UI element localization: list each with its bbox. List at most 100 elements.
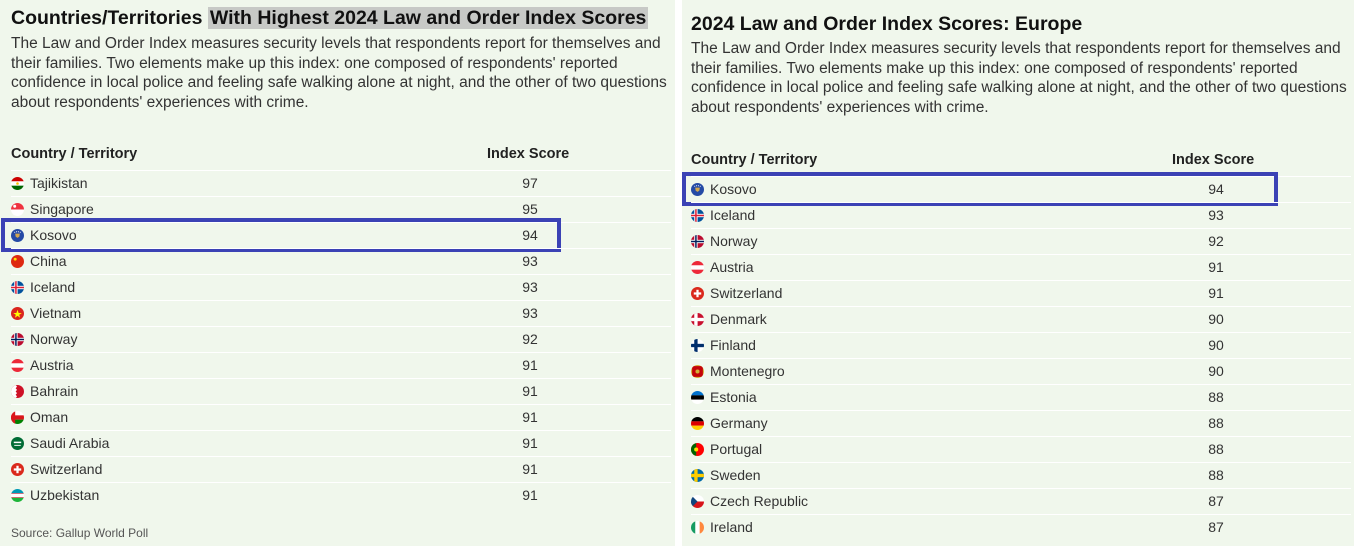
estonia-flag-icon [691,391,704,404]
austria-flag-icon [691,261,704,274]
left-description: The Law and Order Index measures securit… [11,35,667,111]
left-table-row: Saudi Arabia 91 [11,430,671,456]
country-name: Denmark [710,311,767,327]
country-name: Kosovo [30,227,77,243]
country-name: Tajikistan [30,175,88,191]
index-score: 91 [522,357,538,373]
right-table-row: Norway 92 [691,228,1351,254]
country-name: Oman [30,409,69,425]
index-score: 92 [522,331,538,347]
tajikistan-flag-icon [11,177,24,190]
country-name: Iceland [710,207,756,223]
right-table-row: Denmark 90 [691,306,1351,332]
index-score: 91 [522,409,538,425]
austria-flag-icon [11,359,24,372]
country-name: Germany [710,415,768,431]
left-table-row: Singapore 95 [11,196,671,222]
iceland-flag-icon [691,209,704,222]
country-name: Sweden [710,467,761,483]
index-score: 91 [522,461,538,477]
iceland-flag-icon [11,281,24,294]
index-score: 93 [522,279,538,295]
index-score: 91 [1208,259,1224,275]
left-table-row: Iceland 93 [11,274,671,300]
index-score: 93 [1208,207,1224,223]
right-table-row: Ireland 87 [691,514,1351,540]
kosovo-flag-icon [11,229,24,242]
index-score: 91 [522,487,538,503]
left-table-row: Bahrain 91 [11,378,671,404]
country-name: Norway [30,331,78,347]
right-table-row: Kosovo 94 [691,176,1351,202]
left-column-header-country: Country / Territory [11,146,138,162]
right-table-panel: 2024 Law and Order Index Scores: Europe … [682,0,1354,546]
right-table-row: Sweden 88 [691,462,1351,488]
finland-flag-icon [691,339,704,352]
country-name: Montenegro [710,363,785,379]
index-score: 90 [1208,311,1224,327]
china-flag-icon [11,255,24,268]
index-score: 94 [1208,181,1224,197]
right-column-header-score: Index Score [1172,152,1255,168]
country-name: Austria [30,357,74,373]
country-name: Estonia [710,389,757,405]
switzerland-flag-icon [691,287,704,300]
right-description: The Law and Order Index measures securit… [691,40,1347,116]
left-table-row: Switzerland 91 [11,456,671,482]
country-name: Switzerland [30,461,103,477]
country-name: Bahrain [30,383,79,399]
index-score: 88 [1208,415,1224,431]
right-table-row: Estonia 88 [691,384,1351,410]
germany-flag-icon [691,417,704,430]
left-highlight-box [1,218,561,252]
right-table-row: Portugal 88 [691,436,1351,462]
source-note: Source: Gallup World Poll [11,526,149,540]
index-score: 97 [522,175,538,191]
denmark-flag-icon [691,313,704,326]
right-table-row: Czech Republic 87 [691,488,1351,514]
index-score: 94 [522,227,538,243]
country-name: Iceland [30,279,76,295]
left-table-row: Oman 91 [11,404,671,430]
right-table-row: Iceland 93 [691,202,1351,228]
country-name: Finland [710,337,756,353]
left-table-row: Norway 92 [11,326,671,352]
right-table-row: Austria 91 [691,254,1351,280]
index-score: 93 [522,305,538,321]
right-highlight-box [682,172,1278,206]
oman-flag-icon [11,411,24,424]
saudi-arabia-flag-icon [11,437,24,450]
norway-flag-icon [691,235,704,248]
index-score: 87 [1208,493,1224,509]
portugal-flag-icon [691,443,704,456]
switzerland-flag-icon [11,463,24,476]
ireland-flag-icon [691,521,704,534]
right-column-header-country: Country / Territory [691,152,818,168]
index-score: 88 [1208,467,1224,483]
index-score: 88 [1208,441,1224,457]
index-score: 87 [1208,519,1224,535]
country-name: Czech Republic [710,493,809,509]
kosovo-flag-icon [691,183,704,196]
country-name: Ireland [710,519,753,535]
country-name: Norway [710,233,758,249]
index-score: 91 [1208,285,1224,301]
country-name: China [30,253,67,269]
country-name: Switzerland [710,285,783,301]
country-name: Portugal [710,441,763,457]
sweden-flag-icon [691,469,704,482]
vietnam-flag-icon [11,307,24,320]
singapore-flag-icon [11,203,24,216]
left-table-row: Uzbekistan 91 [11,482,671,508]
index-score: 91 [522,435,538,451]
left-table-row: China 93 [11,248,671,274]
czech-republic-flag-icon [691,495,704,508]
index-score: 92 [1208,233,1224,249]
left-table-row: Kosovo 94 [11,222,671,248]
right-table-row: Switzerland 91 [691,280,1351,306]
left-chart-title: Countries/Territories With Highest 2024 … [11,7,649,30]
country-name: Vietnam [30,305,82,321]
country-name: Kosovo [710,181,757,197]
uzbekistan-flag-icon [11,489,24,502]
bahrain-flag-icon [11,385,24,398]
